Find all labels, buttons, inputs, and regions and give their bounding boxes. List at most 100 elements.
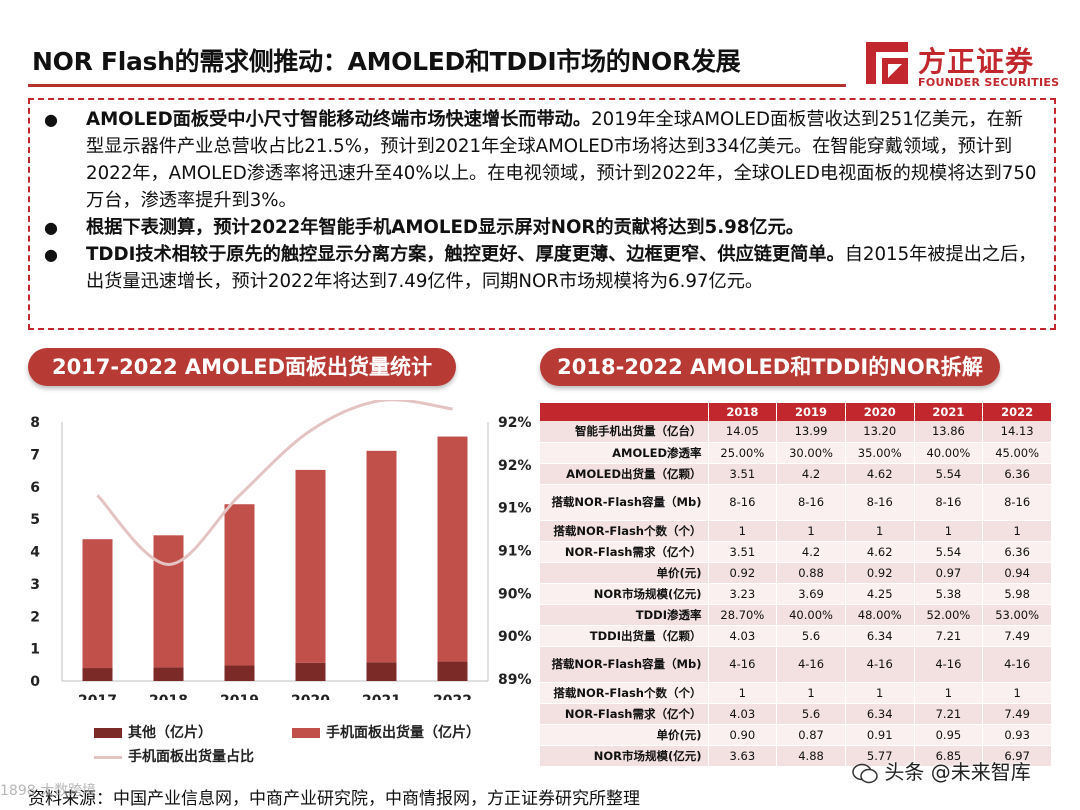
table-row: NOR市场规模(亿元) 3.23 3.69 4.25 5.38 5.98 <box>540 583 1052 605</box>
table-cell: 13.20 <box>845 421 915 443</box>
table-cell: 4.62 <box>845 541 915 563</box>
bullet-item: ● 根据下表测算，预计2022年智能手机AMOLED显示屏对NOR的贡献将达到5… <box>44 214 1040 241</box>
table-year-header: 2019 <box>776 403 846 421</box>
table-row-label: AMOLED渗透率 <box>540 442 709 464</box>
table-cell: 0.94 <box>982 562 1052 584</box>
table-cell: 6.85 <box>914 745 984 767</box>
table-cell: 14.05 <box>708 421 778 443</box>
table-row: TDDI渗透率 28.70% 40.00% 48.00% 52.00% 53.00% <box>540 604 1052 626</box>
table-cell: 1 <box>708 682 778 704</box>
y-left-tick-label: 4 <box>30 545 40 561</box>
table-cell: 4-16 <box>708 646 778 683</box>
table-cell: 0.93 <box>982 724 1052 746</box>
bullet-dot-icon: ● <box>44 245 58 264</box>
table-cell: 8-16 <box>776 484 846 521</box>
table-row: 搭载NOR-Flash个数（个） 1 1 1 1 1 <box>540 682 1052 704</box>
table-cell: 7.21 <box>914 625 984 647</box>
table-cell: 1 <box>708 520 778 542</box>
table-cell: 53.00% <box>982 604 1052 626</box>
table-cell: 1 <box>982 520 1052 542</box>
x-tick-label: 2021 <box>362 693 401 700</box>
table-cell: 6.34 <box>845 703 915 725</box>
bar-phone-panel <box>437 436 468 662</box>
legend-line-icon <box>94 755 122 759</box>
table-row-label: 搭载NOR-Flash个数（个） <box>540 682 709 704</box>
table-cell: 4.25 <box>845 583 915 605</box>
y-right-tick-label: 92% <box>498 458 532 474</box>
bar-other <box>295 662 326 681</box>
table-cell: 13.99 <box>776 421 846 443</box>
watermark-text: 头条 @未来智库 <box>884 760 1031 784</box>
table-year-header: 2020 <box>845 403 915 421</box>
table-cell: 4.62 <box>845 463 915 485</box>
table-cell: 3.51 <box>708 463 778 485</box>
table-row-label: NOR市场规模(亿元) <box>540 583 709 605</box>
table-cell: 45.00% <box>982 442 1052 464</box>
bullet-item: ● TDDI技术相较于原先的触控显示分离方案，触控更好、厚度更薄、边框更窄、供应… <box>44 241 1040 295</box>
bar-other <box>437 661 468 681</box>
table-cell: 8-16 <box>914 484 984 521</box>
legend-item-other: 其他（亿片） <box>94 722 212 742</box>
table-cell: 3.51 <box>708 541 778 563</box>
table-cell: 48.00% <box>845 604 915 626</box>
table-year-header: 2018 <box>708 403 778 421</box>
nor-breakdown-table: 2018 2019 2020 2021 2022 智能手机出货量（亿台） 14.05 13.… <box>540 403 1052 767</box>
table-cell: 7.49 <box>982 703 1052 725</box>
table-cell: 0.87 <box>776 724 846 746</box>
y-left-tick-label: 0 <box>30 674 40 690</box>
table-row: 搭载NOR-Flash容量（Mb) 4-16 4-16 4-16 4-16 4-16 <box>540 646 1052 683</box>
table-cell: 4.2 <box>776 463 846 485</box>
table-cell: 40.00% <box>914 442 984 464</box>
table-cell: 1 <box>914 520 984 542</box>
legend-label: 手机面板出货量占比 <box>128 749 254 765</box>
x-tick-label: 2017 <box>78 693 117 700</box>
bullet-bold-text: 根据下表测算，预计2022年智能手机AMOLED显示屏对NOR的贡献将达到5.9… <box>86 217 804 238</box>
table-cell: 4.03 <box>708 625 778 647</box>
table-cell: 7.49 <box>982 625 1052 647</box>
table-cell: 0.91 <box>845 724 915 746</box>
table-cell: 3.69 <box>776 583 846 605</box>
founder-logo-icon <box>866 42 908 84</box>
logo-english-name: FOUNDER SECURITIES <box>918 76 1060 89</box>
bar-other <box>366 662 397 681</box>
table-cell: 0.88 <box>776 562 846 584</box>
legend-label: 其他（亿片） <box>128 725 212 741</box>
table-cell: 14.13 <box>982 421 1052 443</box>
table-row: 单价(元) 0.92 0.88 0.92 0.97 0.94 <box>540 562 1052 584</box>
amoled-shipment-chart: 0 1 2 3 4 5 6 7 8 89% 90% 90% 91% 91% 92% 92% 2017 2018 20… <box>30 400 532 700</box>
table-cell: 5.54 <box>914 463 984 485</box>
table-cell: 4-16 <box>982 646 1052 683</box>
table-year-header: 2021 <box>914 403 984 421</box>
table-row-label: 智能手机出货量（亿台） <box>540 421 709 443</box>
company-logo: 方正证券 FOUNDER SECURITIES <box>862 38 1059 94</box>
table-row-label: AMOLED出货量（亿颗） <box>540 463 709 485</box>
table-row-label: 搭载NOR-Flash容量（Mb) <box>540 646 709 683</box>
y-right-tick-label: 91% <box>498 501 532 517</box>
table-row: 单价(元) 0.90 0.87 0.91 0.95 0.93 <box>540 724 1052 746</box>
table-row-label: TDDI渗透率 <box>540 604 709 626</box>
table-cell: 13.86 <box>914 421 984 443</box>
table-cell: 0.92 <box>708 562 778 584</box>
legend-item-phone-panel: 手机面板出货量（亿片） <box>292 722 480 742</box>
bar-other <box>82 668 113 681</box>
table-cell: 1 <box>776 520 846 542</box>
bullet-dot-icon: ● <box>44 110 58 129</box>
title-underline <box>28 84 846 87</box>
table-row: AMOLED出货量（亿颗） 3.51 4.2 4.62 5.54 6.36 <box>540 463 1052 485</box>
y-left-tick-label: 5 <box>30 512 40 528</box>
table-cell: 30.00% <box>776 442 846 464</box>
table-row-label: NOR-Flash需求（亿个） <box>540 703 709 725</box>
table-cell: 25.00% <box>708 442 778 464</box>
table-row: 搭载NOR-Flash个数（个） 1 1 1 1 1 <box>540 520 1052 542</box>
table-cell: 28.70% <box>708 604 778 626</box>
table-row: 搭载NOR-Flash容量（Mb) 8-16 8-16 8-16 8-16 8-16 <box>540 484 1052 521</box>
table-row-label: 单价(元) <box>540 724 709 746</box>
table-cell: 0.97 <box>914 562 984 584</box>
summary-bullets: ● AMOLED面板受中小尺寸智能移动终端市场快速增长而带动。2019年全球AM… <box>28 98 1056 330</box>
table-row-label: 搭载NOR-Flash个数（个） <box>540 520 709 542</box>
wechat-icon <box>852 763 878 783</box>
table-row-label: TDDI出货量（亿颗） <box>540 625 709 647</box>
bar-other <box>224 665 255 681</box>
table-cell: 1 <box>845 682 915 704</box>
table-row: NOR-Flash需求（亿个） 3.51 4.2 4.62 5.54 6.36 <box>540 541 1052 563</box>
